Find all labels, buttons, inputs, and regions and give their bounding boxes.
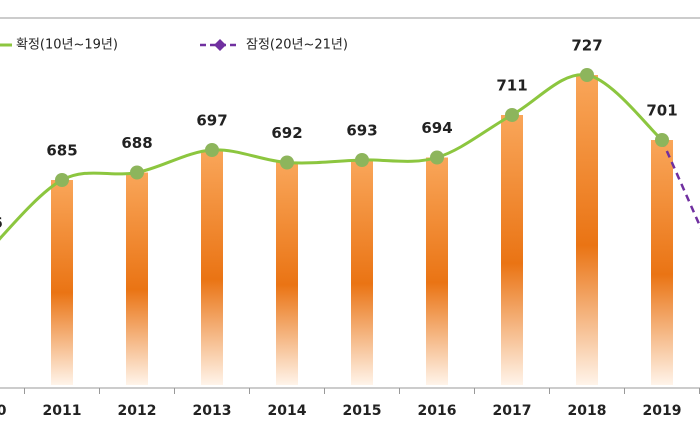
x-tick-label: 2016 bbox=[418, 403, 457, 419]
x-tick-label: 2017 bbox=[493, 403, 532, 419]
point bbox=[580, 68, 594, 82]
value-label: 697 bbox=[196, 112, 227, 130]
point bbox=[655, 133, 669, 147]
bar bbox=[426, 157, 448, 385]
bar bbox=[351, 160, 373, 385]
value-label: 656 bbox=[0, 214, 3, 232]
x-tick-label: 2019 bbox=[643, 403, 682, 419]
x-tick-label: 2013 bbox=[193, 403, 232, 419]
point bbox=[55, 173, 69, 187]
value-label: 688 bbox=[121, 134, 152, 152]
value-label: 694 bbox=[421, 119, 452, 137]
legend-label: 잠정(20년~21년) bbox=[246, 38, 348, 53]
value-label: 701 bbox=[646, 102, 677, 120]
bar bbox=[51, 180, 73, 385]
bar bbox=[276, 162, 298, 385]
bar bbox=[651, 140, 673, 385]
value-label: 693 bbox=[346, 122, 377, 140]
x-tick-label: 2018 bbox=[568, 403, 607, 419]
x-tick-label: 2015 bbox=[343, 403, 382, 419]
series-line bbox=[0, 73, 664, 241]
x-tick-label: 2012 bbox=[118, 403, 157, 419]
value-label: 711 bbox=[496, 77, 527, 95]
point bbox=[205, 143, 219, 157]
value-label: 685 bbox=[46, 142, 77, 160]
x-tick-label: 2010 bbox=[0, 403, 7, 419]
bar bbox=[576, 75, 598, 385]
bar bbox=[201, 150, 223, 385]
point bbox=[355, 153, 369, 167]
x-tick-label: 2014 bbox=[268, 403, 307, 419]
value-label: 692 bbox=[271, 124, 302, 142]
value-label: 727 bbox=[571, 37, 602, 55]
legend-marker bbox=[214, 39, 226, 51]
point bbox=[130, 165, 144, 180]
series-line bbox=[660, 139, 700, 230]
bar bbox=[501, 115, 523, 385]
point bbox=[430, 150, 444, 165]
bar bbox=[126, 172, 148, 385]
x-tick-label: 2011 bbox=[43, 403, 82, 419]
point bbox=[505, 108, 519, 122]
legend-label: 확정(10년~19년) bbox=[16, 38, 118, 53]
point bbox=[280, 155, 294, 170]
